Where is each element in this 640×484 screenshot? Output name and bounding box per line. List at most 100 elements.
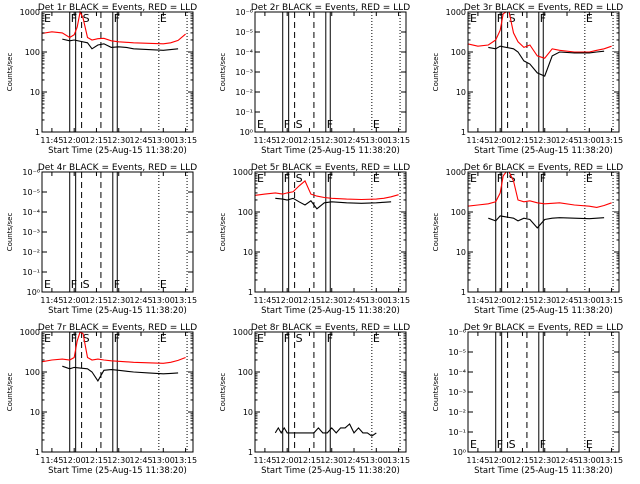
chart-title: Det 1r BLACK = Events, RED = LLD — [38, 3, 197, 13]
x-tick-label: 12:45 — [129, 296, 152, 305]
event-marker-label: F — [540, 438, 546, 451]
event-marker-label: E — [373, 332, 380, 345]
x-axis-label: Start Time (25-Aug-15 11:38:20) — [261, 306, 400, 316]
y-tick-label: 10⁻⁵ — [235, 28, 253, 37]
y-tick-label: 1000 — [233, 168, 253, 177]
y-tick-label: 10⁻¹ — [448, 428, 466, 437]
y-tick-label: 10⁰ — [240, 128, 253, 137]
series-line-lld — [41, 331, 186, 364]
y-tick-label: 10⁻² — [448, 408, 466, 417]
plot-frame — [41, 11, 194, 133]
event-marker-label: S — [83, 332, 90, 345]
plot-frame — [467, 11, 620, 133]
y-tick-label: 10⁰ — [27, 288, 40, 297]
x-tick-label: 12:15 — [85, 456, 108, 465]
y-tick-label: 10 — [243, 408, 253, 417]
chart-title: Det 8r BLACK = Events, RED = LLD — [251, 323, 410, 333]
y-tick-label: 10 — [30, 88, 40, 97]
x-tick-label: 12:30 — [107, 456, 130, 465]
y-tick-label: 10⁻² — [235, 88, 253, 97]
chart-title: Det 2r BLACK = Events, RED = LLD — [251, 3, 410, 13]
x-tick-label: 12:00 — [489, 456, 512, 465]
x-tick-label: 13:00 — [578, 456, 601, 465]
x-tick-label: 12:15 — [511, 136, 534, 145]
series-line-lld — [254, 180, 399, 201]
x-axis-label: Start Time (25-Aug-15 11:38:20) — [48, 146, 187, 156]
x-tick-label: 12:15 — [298, 456, 321, 465]
plot-frame — [254, 171, 407, 293]
y-tick-label: 1 — [461, 128, 466, 137]
x-tick-label: 12:15 — [298, 296, 321, 305]
x-tick-label: 12:15 — [85, 136, 108, 145]
x-tick-label: 13:00 — [365, 296, 388, 305]
y-tick-label: 1000 — [446, 8, 466, 17]
chart-title: Det 5r BLACK = Events, RED = LLD — [251, 163, 410, 173]
event-marker-label: E — [44, 278, 51, 291]
x-tick-label: 12:45 — [129, 136, 152, 145]
y-tick-label: 10⁻⁵ — [448, 348, 466, 357]
y-axis-label: Counts/sec — [219, 53, 227, 92]
x-tick-label: 11:45 — [253, 296, 276, 305]
event-marker-label: F — [114, 12, 120, 25]
event-marker-label: E — [257, 172, 264, 185]
y-tick-label: 10⁻⁴ — [22, 208, 40, 217]
event-marker-label: F — [284, 118, 290, 131]
x-tick-label: 13:00 — [578, 296, 601, 305]
y-tick-label: 10 — [456, 88, 466, 97]
series-line-events — [274, 423, 377, 437]
x-tick-label: 13:15 — [387, 136, 410, 145]
x-tick-label: 12:15 — [511, 296, 534, 305]
event-marker-label: F — [114, 332, 120, 345]
event-marker-label: F — [497, 172, 503, 185]
x-tick-label: 11:45 — [40, 136, 63, 145]
x-tick-label: 13:15 — [600, 136, 623, 145]
x-axis-label: Start Time (25-Aug-15 11:38:20) — [261, 146, 400, 156]
event-marker-label: E — [586, 172, 593, 185]
x-tick-label: 12:00 — [276, 296, 299, 305]
y-tick-label: 10⁻¹ — [22, 268, 40, 277]
y-axis-label: Counts/sec — [219, 373, 227, 412]
y-tick-label: 10⁰ — [453, 448, 466, 457]
y-tick-label: 10⁻³ — [235, 68, 253, 77]
x-tick-label: 11:45 — [466, 456, 489, 465]
x-tick-label: 12:00 — [276, 456, 299, 465]
series-line-lld — [41, 10, 186, 45]
x-tick-label: 12:15 — [298, 136, 321, 145]
series-line-events — [488, 45, 605, 77]
x-tick-label: 12:45 — [342, 456, 365, 465]
x-axis-label: Start Time (25-Aug-15 11:38:20) — [474, 466, 613, 476]
series-line-events — [275, 197, 392, 210]
series-line-events — [62, 38, 179, 51]
event-marker-label: F — [284, 332, 290, 345]
series-line-lld — [467, 11, 612, 59]
x-tick-label: 12:00 — [63, 296, 86, 305]
x-tick-label: 12:00 — [63, 136, 86, 145]
event-marker-label: S — [83, 12, 90, 25]
event-marker-label: F — [327, 172, 333, 185]
event-marker-label: E — [373, 118, 380, 131]
event-marker-label: F — [497, 438, 503, 451]
y-tick-label: 10 — [456, 248, 466, 257]
x-tick-label: 12:45 — [555, 456, 578, 465]
x-tick-label: 11:45 — [40, 456, 63, 465]
event-marker-label: S — [296, 172, 303, 185]
event-marker-label: E — [470, 172, 477, 185]
y-axis-label: Counts/sec — [6, 53, 14, 92]
chart-title: Det 9r BLACK = Events, RED = LLD — [464, 323, 623, 333]
x-tick-label: 12:30 — [107, 136, 130, 145]
event-marker-label: E — [44, 12, 51, 25]
event-marker-label: E — [160, 12, 167, 25]
x-tick-label: 13:15 — [600, 456, 623, 465]
y-tick-label: 1 — [35, 448, 40, 457]
event-marker-label: F — [71, 12, 77, 25]
x-axis-label: Start Time (25-Aug-15 11:38:20) — [261, 466, 400, 476]
y-tick-label: 1000 — [20, 8, 40, 17]
